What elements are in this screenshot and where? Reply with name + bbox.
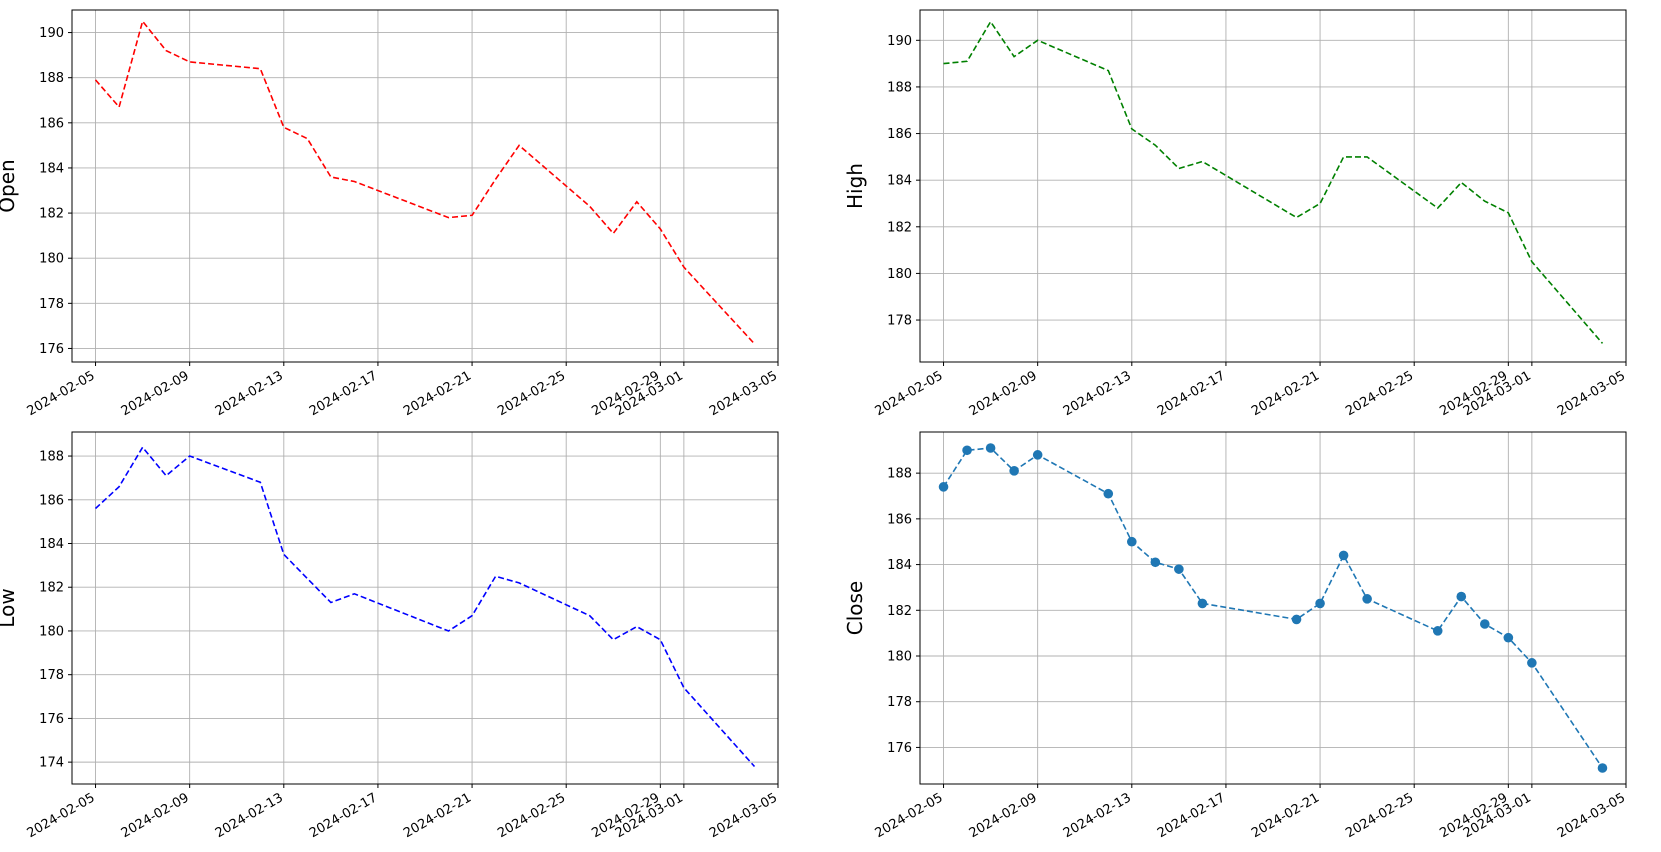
- data-point: [1480, 619, 1490, 629]
- x-tick-label: 2024-02-25: [495, 368, 568, 419]
- y-tick-label: 186: [887, 512, 912, 527]
- data-point: [1197, 598, 1208, 609]
- y-tick-label: 188: [39, 71, 64, 86]
- x-tick-label: 2024-03-05: [707, 790, 780, 841]
- series-line-high: [943, 20, 1604, 344]
- y-axis-label: High: [843, 163, 867, 209]
- y-tick-label: 186: [887, 127, 912, 142]
- x-tick-label: 2024-02-17: [1155, 790, 1228, 841]
- x-tick-label: 2024-02-17: [307, 368, 380, 419]
- x-tick-label: 2024-02-05: [873, 368, 946, 419]
- data-point: [1315, 598, 1325, 609]
- y-tick-label: 178: [887, 695, 912, 710]
- x-tick-label: 2024-02-17: [1155, 368, 1228, 419]
- y-tick-label: 176: [887, 741, 912, 756]
- plot-frame: [71, 9, 779, 363]
- chart-panel-low: 174 176 178 180 182 184 186 188 2024-02-05 2024-0…: [0, 431, 780, 841]
- data-point: [1503, 632, 1514, 643]
- y-tick-label: 184: [887, 174, 912, 189]
- y-tick-label: 178: [887, 314, 912, 329]
- x-tick-label: 2024-02-21: [401, 790, 474, 841]
- y-tick-label: 184: [39, 537, 64, 552]
- y-tick-label: 182: [39, 581, 64, 596]
- data-point: [1009, 466, 1019, 476]
- x-tick-label: 2024-02-09: [967, 368, 1040, 419]
- data-point: [962, 445, 972, 456]
- y-tick-label: 180: [39, 624, 64, 639]
- x-tick-label: 2024-02-13: [213, 368, 286, 419]
- data-point: [1032, 450, 1043, 460]
- y-tick-label: 188: [887, 467, 912, 482]
- x-tick-label: 2024-02-21: [401, 368, 474, 419]
- y-tick-label: 174: [39, 756, 64, 771]
- y-tick-label: 186: [39, 493, 64, 508]
- y-axis-label: Open: [0, 159, 19, 212]
- y-tick-label: 190: [887, 34, 912, 49]
- y-axis-label: Low: [0, 588, 19, 627]
- y-tick-label: 180: [39, 252, 64, 267]
- x-tick-label: 2024-02-25: [1343, 790, 1416, 841]
- y-tick-label: 188: [39, 450, 64, 465]
- x-tick-label: 2024-02-05: [25, 368, 98, 419]
- y-tick-label: 176: [39, 712, 64, 727]
- x-tick-label: 2024-02-13: [213, 790, 286, 841]
- data-point: [1174, 564, 1184, 574]
- x-tick-label: 2024-03-05: [1555, 368, 1628, 419]
- x-tick-label: 2024-02-09: [119, 790, 192, 841]
- data-point: [985, 443, 996, 453]
- x-tick-label: 2024-03-05: [707, 368, 780, 419]
- plot-frame: [71, 431, 779, 785]
- y-tick-label: 182: [39, 207, 64, 222]
- x-tick-label: 2024-03-05: [1555, 790, 1628, 841]
- data-point: [1150, 557, 1161, 568]
- data-point: [1527, 658, 1537, 668]
- x-tick-label: 2024-02-13: [1061, 790, 1134, 841]
- chart-panel-close: 176 178 180 182 184 186 188 2024-02-05 2024-02-0…: [843, 431, 1628, 841]
- x-tick-label: 2024-02-21: [1249, 368, 1322, 419]
- data-point: [938, 482, 949, 492]
- data-point: [1338, 550, 1349, 561]
- x-tick-label: 2024-02-09: [967, 790, 1040, 841]
- y-tick-label: 184: [39, 161, 64, 176]
- y-tick-label: 180: [887, 650, 912, 665]
- x-tick-label: 2024-02-09: [119, 368, 192, 419]
- data-point: [1432, 626, 1443, 636]
- chart-panel-high: 178 180 182 184 186 188 190 2024-02-05 2024-02-0…: [843, 9, 1628, 419]
- data-point: [1127, 536, 1137, 547]
- x-tick-label: 2024-02-17: [307, 790, 380, 841]
- data-point: [1597, 763, 1608, 773]
- data-point: [1456, 591, 1467, 602]
- y-tick-label: 184: [887, 558, 912, 573]
- series-line-low: [94, 445, 756, 768]
- data-point: [1103, 488, 1114, 499]
- y-tick-label: 178: [39, 668, 64, 683]
- y-tick-label: 178: [39, 297, 64, 312]
- x-tick-label: 2024-02-25: [495, 790, 568, 841]
- y-axis-label: Close: [843, 581, 867, 635]
- x-tick-label: 2024-02-13: [1061, 368, 1134, 419]
- y-tick-label: 190: [39, 26, 64, 41]
- chart-panel-open: 176 178 180 182 184 186 188 190 2024-02-05 2024-0…: [0, 9, 780, 419]
- x-tick-label: 2024-02-05: [873, 790, 946, 841]
- data-point: [1291, 614, 1302, 625]
- x-tick-label: 2024-02-25: [1343, 368, 1416, 419]
- data-point: [1362, 594, 1372, 604]
- y-tick-label: 176: [39, 342, 64, 357]
- plot-frame: [919, 9, 1627, 363]
- x-tick-label: 2024-02-05: [25, 790, 98, 841]
- y-tick-label: 188: [887, 80, 912, 95]
- series-line-close: [942, 447, 1604, 769]
- y-tick-label: 180: [887, 267, 912, 282]
- plot-frame: [919, 431, 1627, 785]
- x-tick-label: 2024-02-21: [1249, 790, 1322, 841]
- series-line-open: [94, 19, 756, 345]
- y-tick-label: 186: [39, 116, 64, 131]
- y-tick-label: 182: [887, 220, 912, 235]
- y-tick-label: 182: [887, 604, 912, 619]
